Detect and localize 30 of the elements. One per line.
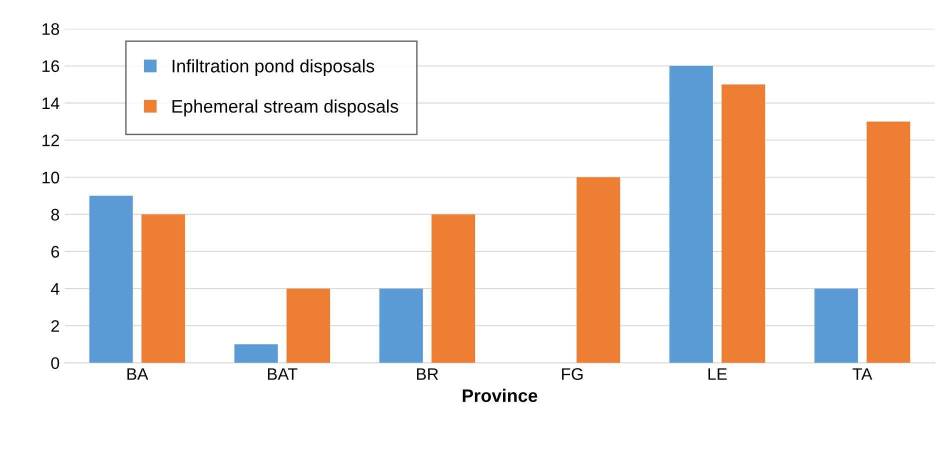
y-tick-label: 6: [51, 246, 60, 258]
y-tick-label: 8: [51, 208, 60, 221]
bar: [142, 214, 186, 363]
bar: [234, 344, 278, 363]
bar: [866, 122, 910, 363]
x-tick-label: BAT: [268, 368, 298, 380]
x-tick-label: LE: [708, 368, 727, 380]
bar: [669, 66, 713, 363]
y-tick-label: 18: [42, 23, 60, 35]
x-tick-label: FG: [562, 368, 583, 380]
bar: [89, 196, 133, 363]
bar: [722, 84, 766, 363]
y-tick-label: 10: [42, 172, 60, 184]
bar: [814, 288, 858, 363]
x-tick-label: TA: [852, 368, 872, 380]
bar: [576, 177, 620, 363]
bar: [379, 288, 423, 363]
bar: [286, 288, 330, 363]
y-tick-label: 16: [42, 60, 60, 72]
legend-label: Ephemeral stream disposals: [172, 99, 398, 116]
y-tick-label: 2: [51, 320, 59, 332]
y-tick-label: 14: [42, 98, 60, 110]
x-axis-title: Province: [462, 388, 538, 402]
x-tick-label: BA: [127, 368, 148, 380]
y-tick-label: 4: [50, 283, 60, 295]
bar: [432, 214, 476, 363]
y-tick-label: 0: [51, 357, 60, 370]
y-tick-label: 12: [42, 134, 59, 146]
legend-label: Infiltration pond disposals: [172, 59, 374, 76]
x-tick-label: BR: [417, 368, 438, 380]
